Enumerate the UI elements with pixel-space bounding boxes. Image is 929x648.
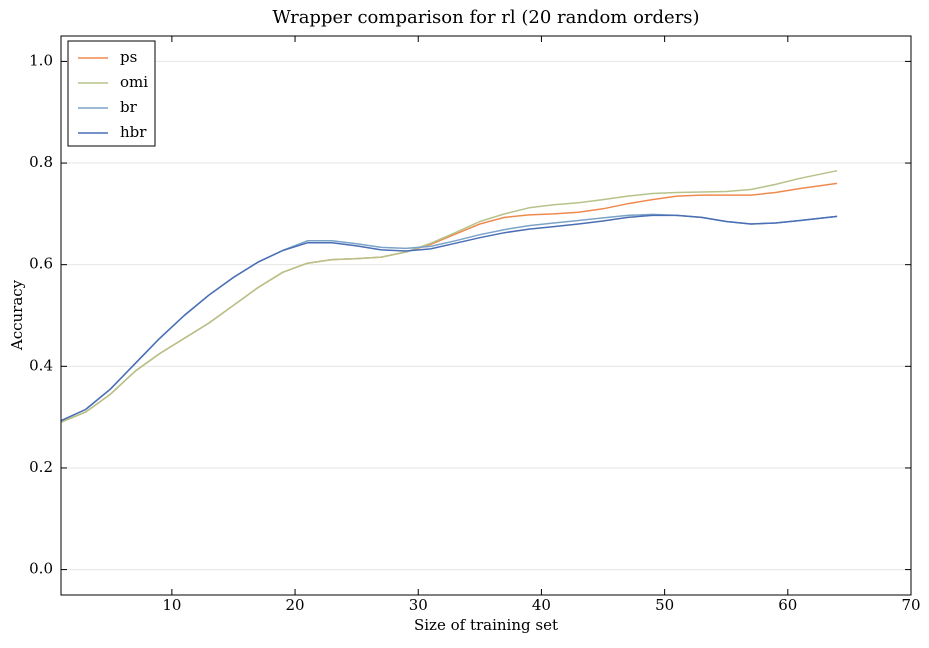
- y-tick-label: 1.0: [29, 51, 53, 69]
- line-series: [60, 169, 838, 423]
- plot-frame: [60, 35, 912, 596]
- y-axis-label: Accuracy: [8, 279, 26, 351]
- y-tick-label: 0.6: [29, 255, 53, 273]
- y-tick-label: 0.2: [29, 458, 53, 476]
- y-tick-label: 0.8: [29, 153, 53, 171]
- x-tick-label: 20: [286, 596, 305, 614]
- y-tick-label: 0.0: [29, 560, 53, 578]
- x-tick-label: 50: [655, 596, 674, 614]
- x-tick-label: 60: [778, 596, 797, 614]
- x-tick-label: 40: [532, 596, 551, 614]
- line-series: [60, 182, 838, 423]
- legend-label: br: [120, 98, 138, 116]
- x-axis-label: Size of training set: [414, 616, 558, 634]
- legend-label: omi: [120, 73, 148, 91]
- legend: ps omi br hbr: [67, 40, 156, 147]
- x-tick-label: 70: [901, 596, 920, 614]
- chart-title: Wrapper comparison for rl (20 random ord…: [272, 7, 699, 28]
- legend-label: hbr: [120, 123, 147, 141]
- x-tick-label: 10: [162, 596, 181, 614]
- line-series: [60, 214, 838, 422]
- legend-label: ps: [120, 48, 137, 66]
- x-tick-label: 30: [409, 596, 428, 614]
- y-tick-label: 0.4: [29, 356, 53, 374]
